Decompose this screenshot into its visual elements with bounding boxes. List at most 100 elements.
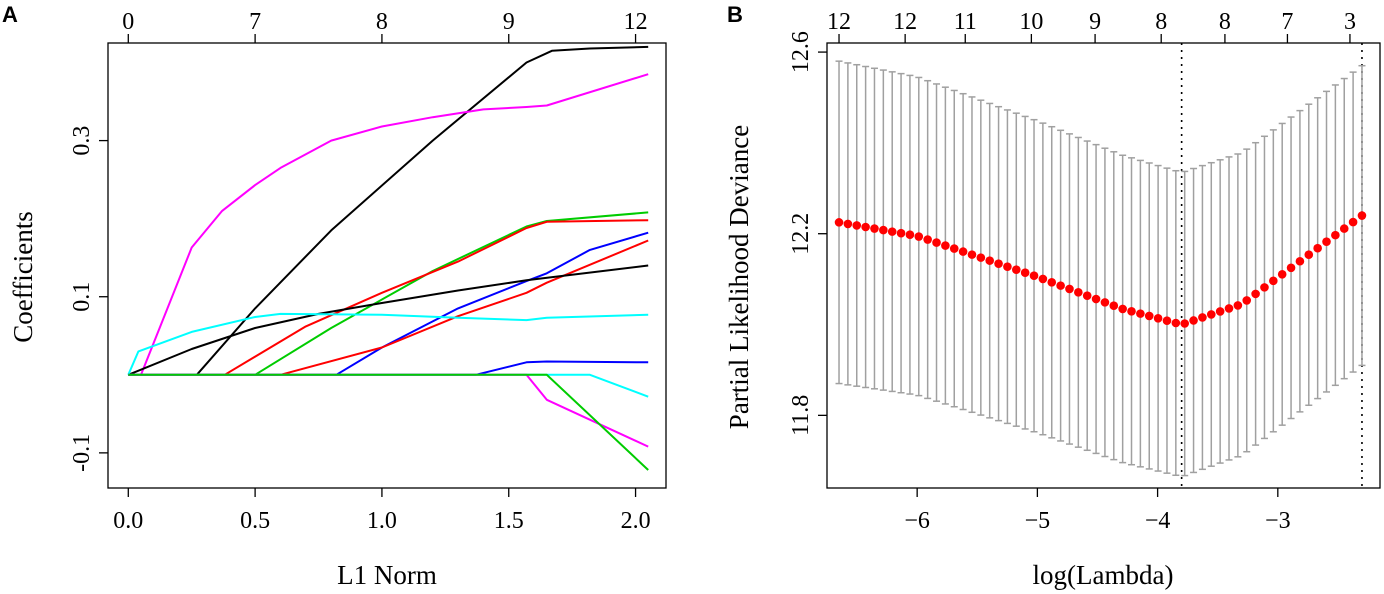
deviance-point <box>870 224 879 233</box>
deviance-point <box>914 232 924 241</box>
panel-a-plot: 0.0 0.5 1.0 1.5 2.0 0 7 8 9 12 -0.1 0.1 0.3 <box>69 9 667 534</box>
deviance-point <box>932 238 941 247</box>
panel-a-xtick-label: 2.0 <box>621 508 651 534</box>
panel-b-frame <box>826 42 1381 489</box>
panel-b-toptick-label: 10 <box>1019 9 1043 35</box>
panel-a: A 0.0 0.5 1.0 1.5 2.0 0 7 8 9 12 -0.1 0.1 0.3 L1 Nor… <box>2 2 667 590</box>
deviance-point <box>1206 310 1216 319</box>
deviance-point <box>994 259 1003 268</box>
deviance-point <box>843 219 853 229</box>
deviance-point <box>861 222 870 232</box>
deviance-point <box>1011 265 1021 274</box>
panel-a-toptick-label: 0 <box>122 9 134 35</box>
deviance-point <box>879 225 888 235</box>
deviance-point <box>1003 262 1012 271</box>
deviance-point <box>1020 268 1030 277</box>
deviance-point <box>1038 274 1048 284</box>
panel-b-toptick-label: 12 <box>827 9 851 35</box>
panel-a-toptick-label: 7 <box>249 9 261 35</box>
coefficient-path-green-2 <box>128 373 649 471</box>
panel-b-toptick-label: 3 <box>1344 9 1356 35</box>
deviance-point <box>976 253 986 262</box>
deviance-point <box>1189 316 1198 325</box>
panel-a-ytick-label: 0.3 <box>69 126 95 156</box>
deviance-point <box>1091 294 1101 304</box>
panel-a-label: A <box>2 2 18 27</box>
deviance-point <box>1127 306 1136 316</box>
panel-b-label: B <box>727 2 743 27</box>
deviance-point <box>1251 289 1260 299</box>
deviance-point <box>1029 271 1039 281</box>
deviance-point <box>1304 250 1314 260</box>
deviance-points <box>834 211 1367 328</box>
deviance-point <box>1074 288 1083 297</box>
panel-b-toptick-label: 11 <box>954 9 977 35</box>
coefficient-path-magenta-2 <box>128 373 649 448</box>
deviance-point <box>1242 296 1252 305</box>
deviance-point <box>905 230 915 240</box>
deviance-point <box>1082 291 1092 300</box>
panel-b-toptick-label: 12 <box>893 9 917 35</box>
deviance-point <box>834 218 844 227</box>
panel-a-toptick-label: 8 <box>376 9 388 35</box>
panel-b-ytick-label: 12.6 <box>788 31 814 73</box>
deviance-point <box>1286 263 1296 273</box>
panel-b-toptick-label: 8 <box>1155 9 1167 35</box>
deviance-point <box>1065 284 1074 294</box>
deviance-point <box>1277 270 1287 279</box>
coefficient-path-cyan-2 <box>128 373 649 398</box>
deviance-point <box>1162 316 1172 325</box>
coefficient-path-black-1 <box>128 45 649 376</box>
panel-a-frame <box>107 42 667 489</box>
panel-a-ylabel: Coefficients <box>8 211 38 342</box>
panel-b-ytick-label: 11.8 <box>788 395 814 436</box>
deviance-point <box>1180 319 1189 328</box>
coefficient-path-magenta-1 <box>128 73 649 376</box>
deviance-point <box>985 256 995 265</box>
deviance-point <box>896 228 906 238</box>
panel-b-xtick-label: −5 <box>1025 508 1051 534</box>
deviance-point <box>1295 256 1305 266</box>
panel-b-toptick-label: 7 <box>1281 9 1293 35</box>
panel-a-xtick-label: 1.0 <box>367 508 397 534</box>
panel-b-xtick-label: −3 <box>1265 508 1291 534</box>
deviance-point <box>1357 211 1367 220</box>
deviance-point <box>958 247 968 256</box>
deviance-point <box>1313 243 1322 253</box>
deviance-point <box>1171 318 1181 328</box>
deviance-point <box>1100 298 1110 307</box>
deviance-point <box>1215 307 1225 316</box>
deviance-point <box>1056 281 1065 290</box>
panel-a-ytick-label: 0.1 <box>69 282 95 312</box>
panel-b-toptick-label: 8 <box>1219 9 1231 35</box>
deviance-point <box>1339 224 1349 233</box>
panel-b-plot: −6 −5 −4 −3 12 12 11 10 9 8 8 7 3 11.8 12.2 12.6 <box>788 9 1381 534</box>
coefficient-path-black-2 <box>127 264 649 376</box>
deviance-point <box>887 227 897 236</box>
panel-a-ytick-label: -0.1 <box>69 434 95 472</box>
deviance-point <box>1348 217 1358 227</box>
deviance-point <box>1331 230 1340 240</box>
deviance-point <box>941 241 950 250</box>
coefficient-path-green-1 <box>128 211 649 376</box>
deviance-point <box>1233 301 1243 310</box>
deviance-point <box>1224 304 1234 313</box>
deviance-point <box>1144 311 1154 321</box>
deviance-point <box>1118 304 1127 314</box>
panel-b: B −6 −5 −4 −3 12 12 11 10 9 8 8 7 3 11.8 12.2 12.6 log(… <box>724 2 1381 590</box>
panel-a-toptick-label: 12 <box>624 9 648 35</box>
coefficient-path-blue-1 <box>128 231 649 376</box>
panel-a-xtick-label: 1.5 <box>494 508 524 534</box>
panel-b-ytick-label: 12.2 <box>788 213 814 255</box>
deviance-point <box>949 244 959 253</box>
deviance-point <box>923 235 932 244</box>
panel-b-toptick-label: 9 <box>1089 9 1101 35</box>
panel-b-xtick-label: −6 <box>904 508 930 534</box>
coefficient-path-cyan-1 <box>127 312 649 376</box>
deviance-point <box>852 221 862 230</box>
panel-b-xlabel: log(Lambda) <box>1033 560 1174 590</box>
deviance-point <box>1269 276 1278 286</box>
deviance-point <box>1260 283 1269 292</box>
error-bars <box>835 60 1366 477</box>
